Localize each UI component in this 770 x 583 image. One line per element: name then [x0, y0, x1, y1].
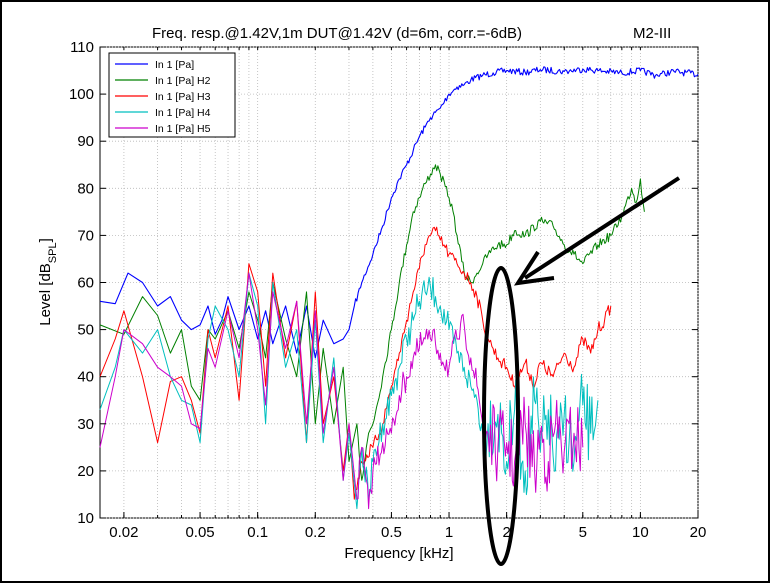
legend-label: In 1 [Pa] H3 — [155, 91, 211, 103]
x-tick-label: 0.05 — [185, 524, 214, 541]
x-tick-label: 5 — [579, 524, 587, 541]
legend-label: In 1 [Pa] H4 — [155, 107, 211, 119]
x-tick-label: 1 — [445, 524, 453, 541]
x-tick-label: 0.5 — [381, 524, 402, 541]
y-tick-label: 70 — [77, 227, 94, 244]
y-axis-label: Level [dBSPL] — [37, 238, 59, 326]
annotation-arrow-head — [513, 250, 555, 286]
y-axis-label-sub: SPL — [47, 242, 59, 263]
y-tick-label: 50 — [77, 322, 94, 339]
annotation-layer — [482, 176, 681, 566]
x-tick-label: 20 — [690, 524, 707, 541]
x-tick-label: 0.02 — [109, 524, 138, 541]
legend-label: In 1 [Pa] — [155, 59, 194, 71]
series-line — [99, 226, 612, 500]
series-line — [99, 164, 645, 481]
highlight-ellipse — [482, 266, 520, 566]
y-tick-label: 40 — [77, 369, 94, 386]
y-tick-label: 80 — [77, 180, 94, 197]
y-tick-label: 110 — [70, 39, 94, 56]
legend-label: In 1 [Pa] H5 — [155, 123, 211, 135]
legend-label: In 1 [Pa] H2 — [155, 75, 211, 87]
x-axis-label: Frequency [kHz] — [344, 545, 453, 562]
y-tick-label: 20 — [77, 463, 94, 480]
x-tick-label: 10 — [632, 524, 649, 541]
series-line — [99, 272, 584, 510]
chart-title-right: M2-III — [633, 25, 671, 42]
series-line — [99, 66, 699, 359]
y-tick-label: 10 — [77, 510, 94, 527]
y-tick-label: 100 — [69, 86, 94, 103]
y-tick-label: 90 — [77, 133, 94, 150]
x-tick-label: 2 — [502, 524, 510, 541]
y-tick-label: 60 — [77, 275, 94, 292]
series-line — [99, 272, 599, 510]
y-tick-label: 30 — [77, 416, 94, 433]
annotation-arrow-shaft — [523, 176, 681, 280]
legend-box — [108, 52, 236, 138]
chart-title: Freq. resp.@1.42V,1m DUT@1.42V (d=6m, co… — [152, 25, 522, 42]
legend: In 1 [Pa] In 1 [Pa] H2 In 1 [Pa] H3 In 1 [P… — [108, 52, 236, 138]
y-axis-label-main: Level [dB — [37, 263, 54, 326]
y-axis-label-close: ] — [37, 238, 54, 242]
x-tick-label: 0.2 — [305, 524, 326, 541]
series-layer — [99, 66, 699, 510]
x-tick-label: 0.1 — [247, 524, 268, 541]
